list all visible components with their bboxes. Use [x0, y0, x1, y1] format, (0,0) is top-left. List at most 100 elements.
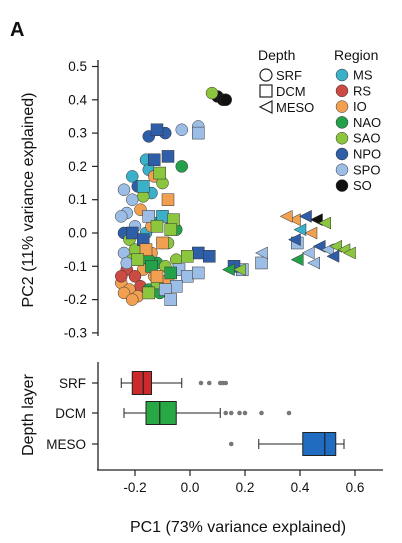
legend-square-icon [259, 84, 273, 98]
legend-region-label: NAO [353, 115, 381, 130]
legend-region-swatch [335, 100, 349, 113]
point-dcm [137, 180, 150, 193]
point-meso [318, 216, 331, 230]
y-tick-label: 0.1 [68, 192, 87, 207]
point-dcm [131, 253, 144, 266]
point-srf [126, 170, 139, 183]
scatter-points [115, 86, 356, 306]
point-dcm [181, 270, 194, 283]
point-meso [232, 263, 246, 277]
legend-region-title: Region [334, 47, 378, 63]
y-axis-label: PC2 (11% variance explained) [20, 93, 37, 308]
x-tick-label: 0.4 [291, 480, 310, 495]
point-dcm [126, 226, 139, 240]
legend-region-label: SO [353, 178, 372, 193]
panel-label: A [10, 19, 24, 41]
point-srf [175, 160, 188, 173]
x-tick-label: 0.0 [181, 480, 200, 495]
point-srf [219, 93, 232, 107]
box-row-label: SRF [59, 376, 86, 391]
legend-region-label: MS [353, 68, 373, 83]
legend-region-label: SPO [353, 162, 380, 177]
point-meso [254, 246, 268, 260]
point-meso [301, 246, 315, 260]
point-dcm [161, 150, 175, 163]
point-srf [115, 270, 128, 283]
y-tick-label: 0.5 [68, 59, 87, 74]
x-ticks: -0.2 0.0 0.2 0.4 0.6 [123, 470, 364, 495]
box-outlier [223, 380, 229, 386]
point-dcm [150, 270, 164, 283]
box-row-label: DCM [55, 406, 86, 421]
box-plots: SRF DCM MESO [46, 371, 345, 456]
point-meso [307, 256, 320, 270]
point-meso [287, 233, 301, 247]
box-outlier [242, 410, 248, 416]
legend-depth: Depth SRF DCM MESO [258, 47, 314, 115]
y-ticks: 0.5 0.4 0.3 0.2 0.1 0.0 -0.1 -0.2 -0.3 [64, 59, 98, 340]
point-srf [120, 256, 133, 270]
point-dcm [139, 243, 153, 256]
point-srf [175, 123, 188, 137]
box-outlier [228, 441, 234, 447]
legend-region-label: SAO [353, 131, 380, 146]
box-outlier [259, 410, 264, 416]
point-meso [342, 246, 356, 260]
point-meso [279, 209, 293, 223]
x-tick-label: 0.6 [346, 480, 365, 495]
point-srf [117, 183, 131, 196]
legend-circle-icon [259, 68, 273, 82]
point-meso [290, 253, 304, 267]
y-tick-label: 0.2 [68, 159, 87, 174]
point-dcm [255, 256, 268, 270]
box-outlier [223, 410, 229, 416]
point-dcm [192, 246, 205, 260]
y-tick-label: -0.3 [64, 325, 87, 340]
legend-depth-title: Depth [258, 47, 295, 63]
point-dcm [148, 153, 161, 166]
legend-region-swatch [335, 116, 349, 129]
legend-region-swatch [335, 84, 349, 98]
point-meso [326, 249, 340, 263]
legend-region-label: NPO [353, 147, 381, 162]
point-meso [293, 223, 307, 237]
y-tick-label: 0.3 [68, 126, 87, 141]
box-outlier [228, 410, 234, 416]
box-outlier [237, 410, 242, 416]
point-meso [298, 209, 312, 223]
x-tick-label: -0.2 [123, 480, 146, 495]
point-dcm [192, 126, 205, 140]
point-dcm [164, 266, 177, 280]
x-tick-label: 0.2 [236, 480, 255, 495]
box-outlier [198, 380, 204, 386]
y-tick-label: -0.2 [64, 292, 87, 307]
legend-depth-meso: MESO [276, 100, 314, 115]
legend-triangle-icon [258, 100, 273, 114]
point-dcm [142, 286, 155, 300]
point-dcm [170, 280, 183, 293]
legend-region-swatch [335, 131, 349, 145]
legend-region-label: IO [353, 99, 367, 114]
point-srf [205, 86, 219, 100]
point-srf [117, 286, 131, 300]
box-row-label: MESO [46, 437, 86, 452]
point-srf [128, 270, 142, 283]
legend-depth-dcm: DCM [276, 84, 306, 99]
point-meso [287, 213, 301, 227]
point-dcm [142, 210, 155, 223]
point-dcm [156, 236, 169, 250]
y-tick-label: 0.0 [68, 226, 87, 241]
point-dcm [164, 223, 177, 236]
point-dcm [181, 250, 194, 263]
pca-scatter-panel: 0.5 0.4 0.3 0.2 0.1 0.0 -0.1 -0.2 -0.3 PC2 (11% … [20, 59, 356, 340]
box-outlier [286, 410, 292, 416]
y-tick-label: -0.1 [64, 259, 87, 274]
box-iqr [145, 401, 177, 425]
point-dcm [161, 193, 175, 206]
box-iqr [302, 432, 337, 456]
point-dcm [150, 220, 164, 233]
point-srf [126, 193, 139, 206]
